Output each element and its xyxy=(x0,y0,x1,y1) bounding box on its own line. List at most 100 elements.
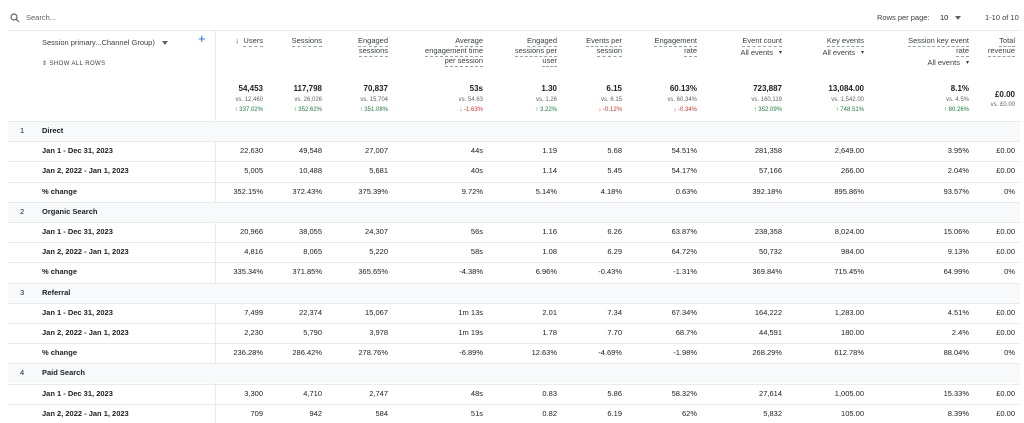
cell: -4.69% xyxy=(598,348,622,358)
row-label: Jan 2, 2022 - Jan 1, 2023 xyxy=(42,408,129,418)
cell: 67.34% xyxy=(671,307,697,317)
cell: 2,230 xyxy=(244,328,263,337)
cell: 105.00 xyxy=(841,408,864,418)
column-header[interactable]: Users xyxy=(243,36,263,47)
column-header[interactable]: Total xyxy=(999,36,1015,47)
column-header[interactable]: per session xyxy=(444,56,483,67)
column-header[interactable]: Engagement xyxy=(654,36,697,47)
cell: 10,488 xyxy=(299,166,322,176)
row-label: Jan 1 - Dec 31, 2023 xyxy=(42,227,113,236)
total-value: 723,887 xyxy=(753,84,782,93)
total-value: 60.13% xyxy=(669,84,697,93)
column-header[interactable]: user xyxy=(542,56,557,67)
cell: £0.00 xyxy=(996,247,1015,257)
cell: 281,358 xyxy=(754,146,782,156)
column-header[interactable]: rate xyxy=(956,46,969,57)
column-header[interactable]: Engaged xyxy=(357,36,388,47)
column-header[interactable]: Session key event xyxy=(908,36,969,47)
cell: 371.85% xyxy=(292,267,322,277)
total-compare: vs. £0.00 xyxy=(990,102,1015,108)
cell: 164,222 xyxy=(754,307,782,317)
cell: 715.45% xyxy=(834,267,864,277)
row-divider xyxy=(8,302,1020,304)
cell: 50,732 xyxy=(759,247,782,257)
cell: 5.14% xyxy=(535,186,557,196)
cell: 4.18% xyxy=(600,186,622,196)
total-compare: vs. 1.26 xyxy=(535,97,557,103)
cell: 7.34 xyxy=(607,307,622,317)
cell: 238,358 xyxy=(754,227,782,236)
total-compare: vs. 54.63 xyxy=(458,97,483,103)
cell: 1,005.00 xyxy=(834,388,864,398)
cell: 44s xyxy=(470,146,483,156)
group-name: Paid Search xyxy=(42,368,85,378)
cell: 3,978 xyxy=(369,328,388,337)
row-label: Jan 1 - Dec 31, 2023 xyxy=(42,146,113,156)
column-header[interactable]: Event count xyxy=(742,36,782,47)
column-header[interactable]: session xyxy=(596,46,622,57)
cell: 5,832 xyxy=(763,408,782,418)
column-header[interactable]: Sessions xyxy=(291,36,322,47)
total-change: ↑ 3.22% xyxy=(535,107,557,113)
dropdown-icon[interactable] xyxy=(955,16,961,20)
cell: £0.00 xyxy=(996,307,1015,317)
cell: 64.72% xyxy=(671,247,697,257)
metric-filter[interactable]: All events xyxy=(740,48,773,57)
row-divider xyxy=(8,181,1020,183)
cell: 48s xyxy=(470,388,483,398)
row-divider xyxy=(8,383,1020,385)
rows-per-page-select[interactable]: 10 xyxy=(940,13,949,22)
total-compare: vs. 26,026 xyxy=(294,97,322,103)
column-header[interactable]: sessions per xyxy=(514,46,557,57)
dropdown-icon[interactable]: ▾ xyxy=(860,50,864,56)
dropdown-icon[interactable]: ▾ xyxy=(778,50,782,56)
add-dimension-button[interactable]: + xyxy=(198,31,206,46)
cell: 63.87% xyxy=(671,227,697,236)
cell: 58.32% xyxy=(671,388,697,398)
column-header[interactable]: rate xyxy=(684,46,697,57)
column-header[interactable]: Average xyxy=(455,36,483,47)
cell: 51s xyxy=(470,408,483,418)
group-row-bg xyxy=(8,364,1020,384)
cell: 64.99% xyxy=(943,267,969,277)
group-index: 1 xyxy=(20,126,25,135)
cell: 392.18% xyxy=(752,186,782,196)
show-all-rows[interactable]: ⇕ SHOW ALL ROWS xyxy=(42,61,106,67)
column-header[interactable]: Engaged xyxy=(526,36,557,47)
cell: 9.72% xyxy=(461,186,483,196)
metric-filter[interactable]: All events xyxy=(822,48,855,57)
column-header[interactable]: engagement time xyxy=(425,46,483,57)
row-divider xyxy=(8,282,1020,284)
column-header[interactable]: Key events xyxy=(826,36,864,47)
column-header[interactable]: sessions xyxy=(358,46,388,57)
column-header[interactable]: Events per xyxy=(586,36,622,47)
cell: 268.29% xyxy=(752,348,782,358)
cell: 942 xyxy=(309,408,322,418)
search-icon[interactable] xyxy=(10,13,20,23)
cell: -1.31% xyxy=(673,267,697,277)
metric-filter[interactable]: All events xyxy=(927,58,960,67)
search-input[interactable]: Search... xyxy=(26,13,57,22)
dimension-selector[interactable]: Session primary...Channel Group) xyxy=(42,38,155,47)
cell: 8,065 xyxy=(303,247,322,257)
cell: 22,374 xyxy=(299,307,322,317)
dropdown-icon[interactable]: ▾ xyxy=(965,60,969,66)
cell: 372.43% xyxy=(292,186,322,196)
cell: -0.43% xyxy=(598,267,622,277)
dropdown-icon[interactable] xyxy=(162,41,168,45)
row-divider xyxy=(8,121,1020,122)
cell: 1.08 xyxy=(542,247,557,257)
cell: 709 xyxy=(250,408,263,418)
total-value: 54,453 xyxy=(238,84,263,93)
cell: 15.06% xyxy=(943,227,969,236)
cell: 612.78% xyxy=(834,348,864,358)
cell: 2,649.00 xyxy=(834,146,864,156)
show-all-rows-text[interactable]: SHOW ALL ROWS xyxy=(49,61,106,67)
cell: 895.86% xyxy=(834,186,864,196)
total-compare: vs. 12,460 xyxy=(235,97,263,103)
total-compare: vs. 4.5% xyxy=(945,97,969,103)
cell: 369.84% xyxy=(752,267,782,277)
cell: 4,710 xyxy=(303,388,322,398)
column-header[interactable]: revenue xyxy=(987,46,1015,57)
